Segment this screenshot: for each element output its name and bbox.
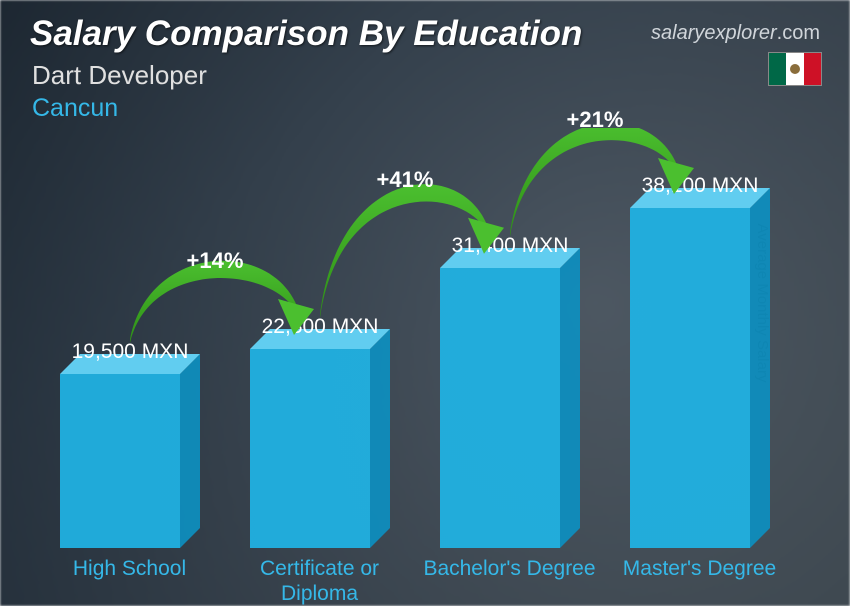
brand-watermark: salaryexplorer.com [651,22,820,45]
bar-value-1: 22,300 MXN [230,315,410,339]
bar-label-2: Bachelor's Degree [422,556,597,581]
arc-label-0: +14% [165,248,265,274]
brand-suffix: .com [777,22,820,44]
arc-label-1: +41% [355,167,455,193]
location-text: Cancun [32,94,118,122]
bar-value-0: 19,500 MXN [40,340,220,364]
content-overlay: Salary Comparison By Education Dart Deve… [0,0,850,606]
bar-chart: 19,500 MXNHigh School22,300 MXNCertifica… [50,128,810,548]
bar-label-1: Certificate or Diploma [232,556,407,606]
chart-location: Cancun [32,94,118,123]
arc-label-2: +21% [545,107,645,133]
bar-0: 19,500 MXNHigh School [50,374,210,548]
mexico-flag-icon [768,52,822,86]
chart-subtitle: Dart Developer [32,60,207,91]
brand-name: salaryexplorer [651,22,777,44]
chart-title: Salary Comparison By Education [30,14,582,54]
bar-3: 38,100 MXNMaster's Degree [620,208,780,548]
infographic-container: Salary Comparison By Education Dart Deve… [0,0,850,606]
bar-value-3: 38,100 MXN [610,174,790,198]
bar-label-0: High School [42,556,217,581]
bar-2: 31,400 MXNBachelor's Degree [430,268,590,548]
bar-value-2: 31,400 MXN [420,234,600,258]
bar-label-3: Master's Degree [612,556,787,581]
bar-1: 22,300 MXNCertificate or Diploma [240,349,400,548]
